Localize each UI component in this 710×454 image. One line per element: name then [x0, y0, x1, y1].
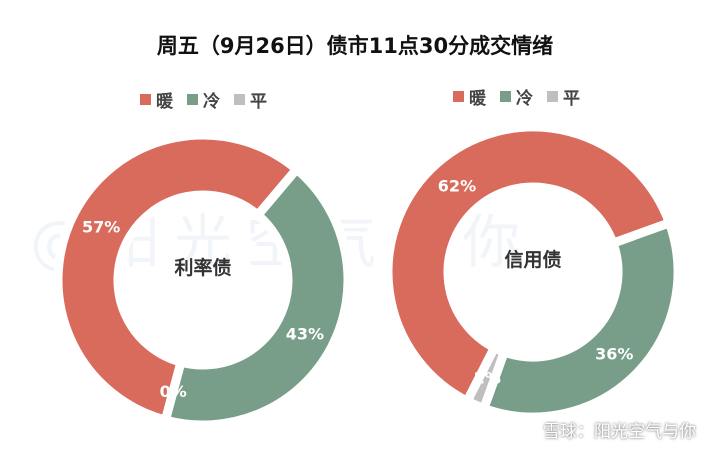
donut-segment-cold — [478, 217, 683, 422]
legend-item-flat: 平 — [547, 84, 580, 109]
data-label-warm: 57% — [82, 218, 120, 237]
legend-item-warm: 暖 — [140, 87, 173, 112]
legend-left: 暖 冷 平 — [140, 87, 267, 112]
data-label-flat: 0% — [160, 382, 187, 401]
legend-item-warm: 暖 — [453, 84, 486, 109]
chart-title: 周五（9月26日）债市11点30分成交情绪 — [156, 34, 554, 58]
data-label-flat: 2% — [474, 369, 501, 388]
donut-center-label: 利率债 — [174, 256, 231, 279]
donut-center-label: 信用债 — [504, 248, 561, 271]
data-label-cold: 43% — [286, 324, 324, 343]
legend-right: 暖 冷 平 — [453, 84, 580, 109]
donut-segment-cold — [159, 162, 353, 430]
legend-item-cold: 冷 — [187, 87, 220, 112]
legend-item-cold: 冷 — [500, 84, 533, 109]
footer-credit: 雪球：阳光空气与你 — [543, 422, 696, 442]
legend-item-flat: 平 — [234, 87, 267, 112]
data-label-cold: 36% — [595, 344, 633, 363]
donut-segment-warm — [383, 122, 676, 408]
data-label-warm: 62% — [438, 177, 476, 196]
donut-segment-warm — [53, 130, 303, 426]
donut-segment-flat — [461, 341, 510, 415]
